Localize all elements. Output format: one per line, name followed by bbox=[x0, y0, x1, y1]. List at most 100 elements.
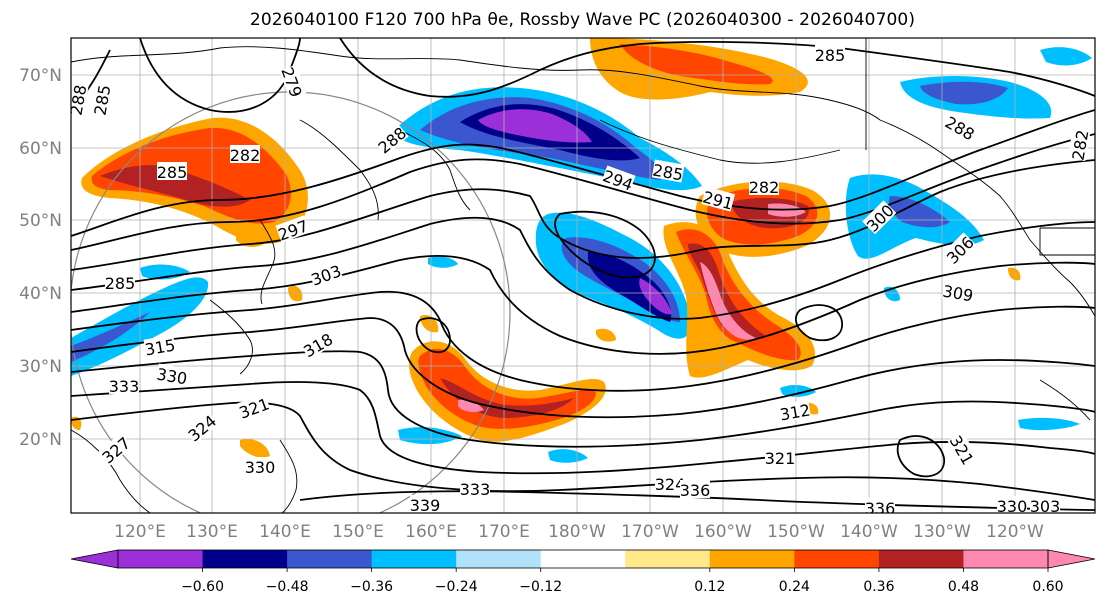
positive-anomaly-northwest-dark bbox=[100, 165, 250, 207]
contour-label: 333 bbox=[109, 376, 140, 396]
contour-label-halo bbox=[778, 399, 812, 423]
colorbar-tick-label: −0.36 bbox=[350, 579, 393, 595]
contour-label: 285 bbox=[815, 45, 846, 65]
negative-anomaly-north-purple bbox=[478, 109, 592, 143]
lon-label-160e: 160°E bbox=[405, 522, 457, 542]
contour-label-halo bbox=[765, 448, 795, 466]
lon-label-160w: 160°W bbox=[694, 522, 752, 542]
contour-label: 333 bbox=[460, 479, 490, 499]
contour-label-halo bbox=[308, 260, 343, 288]
lon-label-120w: 120°W bbox=[986, 522, 1044, 542]
contour-label-halo bbox=[143, 334, 177, 358]
positive-anomaly-small-4 bbox=[240, 438, 270, 458]
lon-label-150w: 150°W bbox=[767, 522, 825, 542]
contour-label-halo bbox=[701, 186, 736, 212]
contour-label-text: 285 bbox=[815, 46, 846, 65]
colorbar-tick-label: 0.60 bbox=[1032, 579, 1063, 595]
contour-label-halo bbox=[109, 376, 139, 394]
contour-label-halo bbox=[1030, 496, 1060, 513]
contour-label-halo bbox=[943, 111, 978, 143]
colorbar-extend-min bbox=[70, 549, 119, 569]
lat-label-30n: 30°N bbox=[19, 357, 62, 377]
shaded-anomalies bbox=[71, 38, 1092, 463]
positive-anomaly-arctic-core bbox=[620, 44, 773, 85]
contour-label: 321 bbox=[765, 448, 795, 468]
positive-anomaly-ridge-dark bbox=[688, 243, 766, 340]
colorbar-segment bbox=[287, 550, 373, 568]
contour-label-halo bbox=[184, 410, 219, 444]
contour-label: 312 bbox=[778, 399, 812, 425]
contour-label-text: 282 bbox=[230, 146, 261, 165]
contour-label: 285 bbox=[105, 273, 136, 293]
lon-label-140w: 140°W bbox=[840, 522, 898, 542]
lon-label-130e: 130°E bbox=[186, 522, 238, 542]
contour-label-halo bbox=[865, 498, 895, 513]
negative-anomaly-arctic-ne bbox=[1040, 47, 1092, 66]
contour-label-halo bbox=[460, 479, 490, 497]
colorbar-tick-label: −0.24 bbox=[435, 579, 478, 595]
contour-label-halo bbox=[997, 496, 1027, 513]
contour-label-text: 330 bbox=[997, 497, 1028, 516]
contour-label: 282 bbox=[749, 177, 779, 197]
negative-anomaly-trough-purple bbox=[639, 278, 672, 315]
lat-label-20n: 20°N bbox=[19, 430, 62, 450]
colorbar-tick-label: 0.24 bbox=[779, 579, 810, 595]
contour-label-text: 285 bbox=[157, 163, 188, 182]
colorbar bbox=[70, 549, 1096, 569]
positive-anomaly-subtropical-pink bbox=[458, 399, 484, 413]
positive-anomaly-ridge-pink bbox=[700, 262, 756, 340]
colorbar-tick-label: 0.12 bbox=[694, 579, 725, 595]
contour-label-halo bbox=[749, 177, 779, 195]
colorbar-segment bbox=[202, 550, 288, 568]
contour-label-halo bbox=[275, 215, 310, 243]
colorbar-tick-label: 0.48 bbox=[948, 579, 979, 595]
negative-anomaly-small-3 bbox=[548, 449, 588, 463]
lat-label-50n: 50°N bbox=[19, 211, 62, 231]
lat-label-60n: 60°N bbox=[19, 139, 62, 159]
contour-label-halo bbox=[655, 474, 685, 492]
contour-label-halo bbox=[1067, 128, 1091, 162]
contour-label-halo bbox=[374, 122, 409, 156]
contour-label-halo bbox=[245, 457, 275, 475]
contour-label-text: 333 bbox=[109, 377, 140, 396]
lat-label-70n: 70°N bbox=[19, 66, 62, 86]
contour-label-text: 303 bbox=[1030, 497, 1061, 516]
negative-anomaly-small-5 bbox=[1018, 417, 1080, 431]
contour-label-halo bbox=[815, 45, 845, 63]
lon-label-150e: 150°E bbox=[332, 522, 384, 542]
contour-label: 303 bbox=[1030, 496, 1061, 516]
contour-label: 330 bbox=[245, 457, 275, 477]
contour-label-text: 288 bbox=[66, 83, 90, 116]
colorbar-segment bbox=[625, 550, 711, 568]
contour-label-halo bbox=[680, 480, 710, 498]
contour-label-text: 336 bbox=[680, 481, 711, 500]
contour-label-text: 285 bbox=[105, 274, 136, 293]
contour-label-halo bbox=[89, 83, 113, 117]
colorbar-segment bbox=[878, 550, 964, 568]
lon-label-140e: 140°E bbox=[259, 522, 311, 542]
colorbar-segment bbox=[118, 550, 204, 568]
contour-label-halo bbox=[300, 328, 335, 360]
positive-anomaly-small-3 bbox=[288, 285, 303, 302]
contour-label: 336 bbox=[680, 480, 711, 500]
map-frame bbox=[70, 37, 1096, 514]
colorbar-extend-max bbox=[1047, 549, 1096, 569]
positive-anomaly-small-5 bbox=[596, 328, 616, 342]
contour-label: 330 bbox=[997, 496, 1028, 516]
longitude-labels: 120°E 130°E 140°E 150°E 160°E 170°E 180°… bbox=[114, 522, 1044, 542]
colorbar-segment bbox=[540, 550, 626, 568]
negative-anomaly-small-2 bbox=[398, 427, 462, 445]
contour-label-halo bbox=[157, 162, 187, 180]
contour-label-halo bbox=[105, 273, 135, 291]
contour-label: 336 bbox=[865, 498, 895, 513]
contour-label-halo bbox=[862, 200, 897, 235]
lon-label-130w: 130°W bbox=[913, 522, 971, 542]
colorbar-tick-label: −0.60 bbox=[181, 579, 224, 595]
contour-label-halo bbox=[942, 232, 977, 267]
contour-label-halo bbox=[236, 393, 271, 421]
contour-label: 282 bbox=[1067, 128, 1093, 162]
contour-label-halo bbox=[947, 432, 979, 467]
contour-label: 339 bbox=[410, 495, 440, 513]
contour-label-halo bbox=[941, 280, 975, 304]
